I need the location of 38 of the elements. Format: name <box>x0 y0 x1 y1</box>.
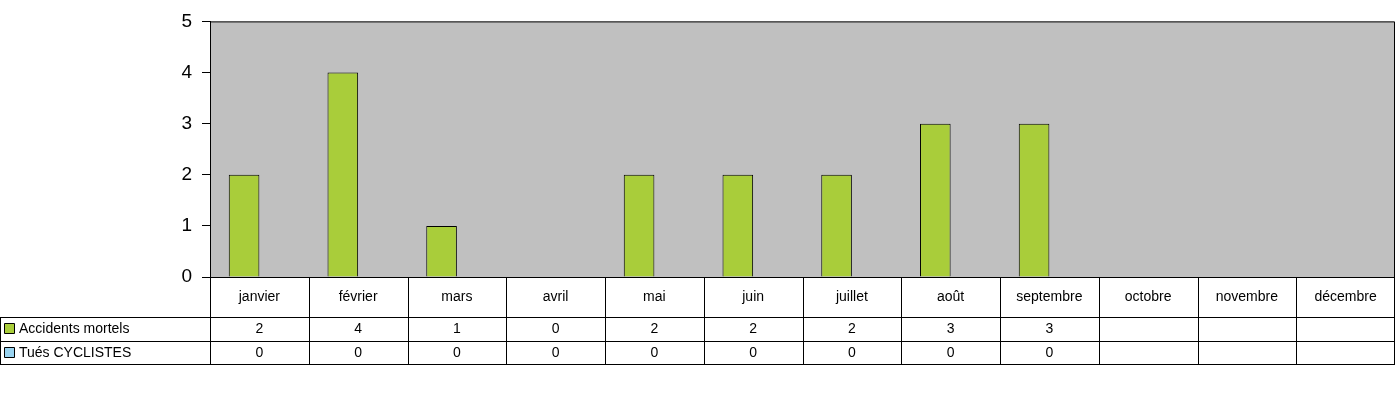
x-tick-label: mai <box>643 287 666 304</box>
x-tick-label: juillet <box>834 287 868 304</box>
x-tick-label: février <box>338 287 378 304</box>
legend-label: Tués CYCLISTES <box>19 343 132 360</box>
data-label: 0 <box>255 343 264 360</box>
data-label: 2 <box>749 319 758 336</box>
data-label: 0 <box>551 319 560 336</box>
data-label: 1 <box>452 319 461 336</box>
data-label: 0 <box>847 343 856 360</box>
data-label: 0 <box>452 343 461 360</box>
x-tick-label: octobre <box>1124 287 1172 304</box>
x-tick-label: novembre <box>1215 287 1279 304</box>
data-label: 2 <box>847 319 856 336</box>
y-tick-label: 5 <box>181 9 192 31</box>
y-tick-label: 4 <box>181 60 193 82</box>
x-tick-label: janvier <box>237 287 281 304</box>
y-tick-label: 1 <box>181 214 192 236</box>
y-tick-label: 0 <box>181 265 192 287</box>
x-tick-label: septembre <box>1016 287 1083 304</box>
x-tick-label: décembre <box>1314 287 1377 304</box>
x-tick-label: avril <box>542 287 569 304</box>
data-label: 0 <box>1045 343 1054 360</box>
data-label: 0 <box>749 343 758 360</box>
data-label: 3 <box>1045 319 1054 336</box>
x-tick-label: août <box>937 287 965 304</box>
x-tick-label: mars <box>441 287 473 304</box>
data-label: 2 <box>255 319 264 336</box>
data-label: 0 <box>946 343 955 360</box>
data-label: 2 <box>650 319 659 336</box>
x-tick-label: juin <box>741 287 765 304</box>
data-label: 4 <box>354 319 363 336</box>
data-label: 3 <box>946 319 955 336</box>
legend-label: Accidents mortels <box>19 319 130 336</box>
y-tick-label: 3 <box>181 111 192 133</box>
data-label: 0 <box>650 343 659 360</box>
y-tick-label: 2 <box>181 162 192 184</box>
data-label: 0 <box>354 343 363 360</box>
data-label: 0 <box>551 343 560 360</box>
